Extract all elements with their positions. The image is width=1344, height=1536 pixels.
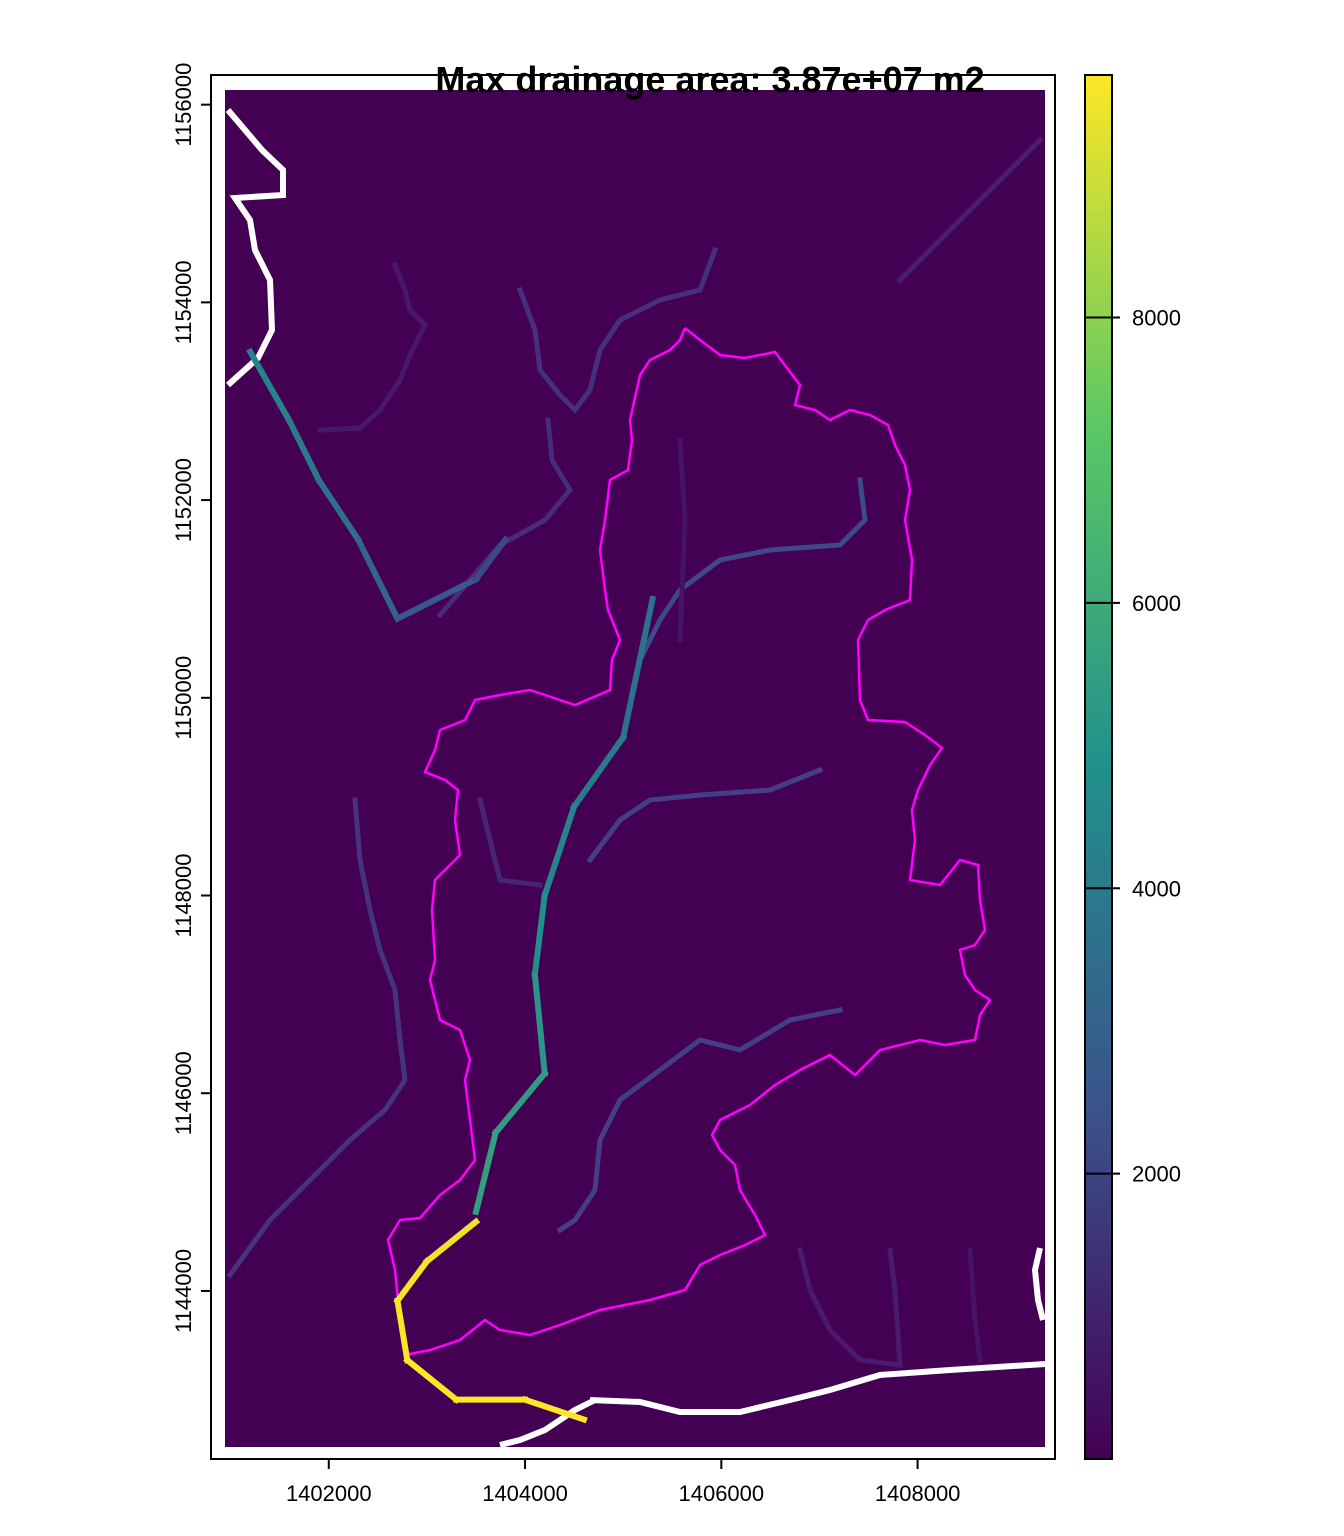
edge-bottom bbox=[589, 1361, 1046, 1415]
edge-bottom-left bbox=[499, 1397, 597, 1448]
y-axis: 1144000 1146000 1148000 1150000 1152000 11540… bbox=[171, 63, 211, 1333]
channel-segment bbox=[393, 575, 481, 623]
channel-segment bbox=[393, 1257, 432, 1306]
channel-segment bbox=[394, 1297, 411, 1364]
minor-stream bbox=[896, 136, 1044, 284]
minor-stream bbox=[476, 796, 543, 888]
channel-segment bbox=[619, 595, 657, 741]
colorbar-tick-label: 2000 bbox=[1132, 1162, 1181, 1187]
colorbar-tick-label: 6000 bbox=[1132, 591, 1181, 616]
y-tick-label: 1148000 bbox=[171, 854, 196, 938]
minor-stream bbox=[556, 1007, 843, 1234]
channel-segment bbox=[422, 1217, 481, 1266]
x-axis: 1402000 1404000 1406000 1408000 bbox=[286, 1459, 960, 1506]
y-tick-label: 1146000 bbox=[171, 1051, 196, 1135]
y-tick-label: 1154000 bbox=[171, 260, 196, 344]
raster-background bbox=[225, 90, 1045, 1447]
edge-top-left bbox=[225, 108, 286, 388]
channel-network bbox=[246, 347, 657, 1424]
channel-segment bbox=[569, 733, 628, 811]
minor-stream bbox=[586, 766, 824, 864]
channel-segment bbox=[472, 1129, 500, 1216]
y-tick-label: 1150000 bbox=[171, 656, 196, 740]
no-data-edges bbox=[225, 108, 1046, 1448]
y-tick-label: 1152000 bbox=[171, 458, 196, 542]
edge-right bbox=[1031, 1247, 1046, 1321]
minor-stream bbox=[317, 261, 429, 433]
minor-stream bbox=[677, 437, 688, 643]
minor-stream bbox=[636, 477, 868, 664]
channel-segment bbox=[540, 802, 578, 900]
x-tick-label: 1404000 bbox=[482, 1481, 568, 1506]
x-tick-label: 1402000 bbox=[286, 1481, 372, 1506]
minor-stream bbox=[516, 246, 719, 414]
colorbar-tick-label: 8000 bbox=[1132, 306, 1181, 331]
channel-segment bbox=[246, 347, 294, 426]
channel-segment bbox=[354, 535, 402, 623]
channel-segment bbox=[314, 476, 363, 544]
colorbar bbox=[1084, 74, 1113, 1460]
chart-title: Max drainage area: 3.87e+07 m2 bbox=[435, 59, 984, 100]
colorbar-axis: 2000 4000 6000 8000 bbox=[1085, 306, 1181, 1187]
minor-stream bbox=[967, 1247, 983, 1363]
y-tick-label: 1156000 bbox=[171, 63, 196, 147]
x-tick-label: 1408000 bbox=[875, 1481, 961, 1506]
colorbar-tick-label: 4000 bbox=[1132, 876, 1181, 901]
y-tick-label: 1144000 bbox=[171, 1249, 196, 1333]
minor-streams bbox=[226, 136, 1044, 1368]
minor-stream bbox=[796, 1246, 903, 1368]
channel-segment bbox=[403, 1355, 461, 1404]
channel-segment bbox=[531, 892, 549, 978]
channel-segment bbox=[531, 971, 548, 1077]
channel-segment bbox=[471, 535, 510, 584]
minor-stream bbox=[226, 797, 408, 1279]
channel-segment bbox=[491, 1069, 549, 1137]
x-tick-label: 1406000 bbox=[678, 1481, 764, 1506]
channel-segment bbox=[521, 1395, 588, 1424]
channel-segment bbox=[285, 416, 323, 485]
watershed-outline bbox=[386, 327, 992, 1357]
